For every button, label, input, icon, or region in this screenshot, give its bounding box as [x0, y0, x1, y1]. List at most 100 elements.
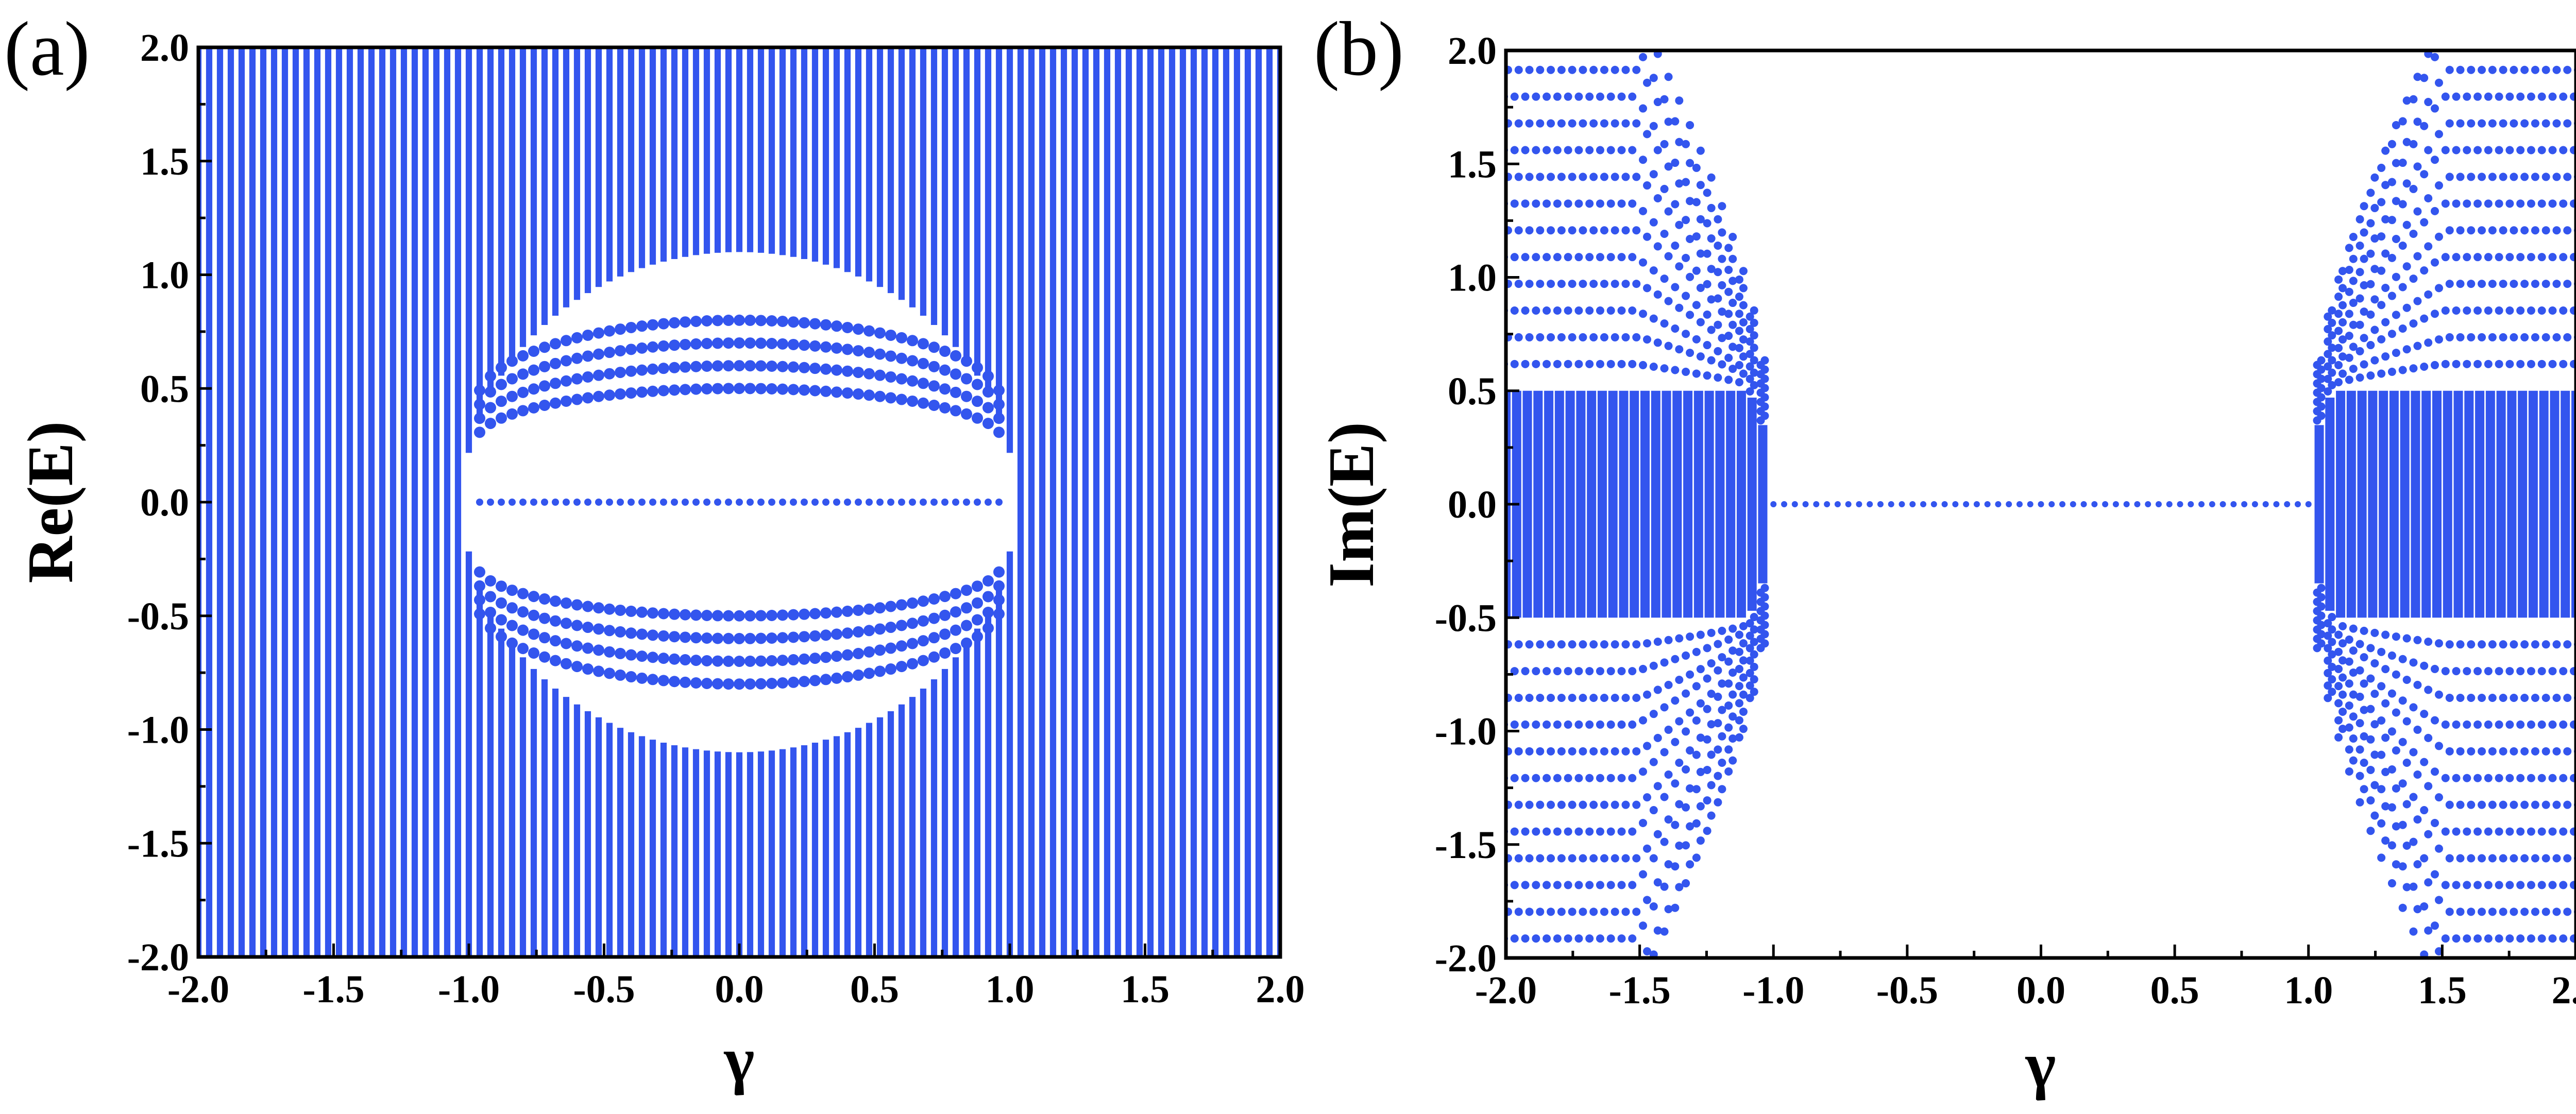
- eigen-point: [1536, 693, 1545, 702]
- eigen-point: [961, 620, 972, 631]
- eigen-column-lower: [833, 736, 840, 957]
- x-tick-label: -1.5: [1608, 969, 1670, 1012]
- eigen-point: [2387, 689, 2396, 698]
- eigen-point: [1660, 748, 1669, 757]
- eigen-point: [2402, 717, 2411, 726]
- eigen-point: [1628, 934, 1637, 943]
- eigen-point: [2527, 934, 2535, 943]
- eigen-point: [2452, 934, 2461, 943]
- eigen-point: [582, 392, 594, 404]
- panel-a-x-tick-labels: -2.0 -1.5 -1.0 -0.5 0.0 0.5 1.0 1.5 2.0: [167, 968, 1305, 1011]
- eigen-point: [2349, 624, 2358, 633]
- eigen-point: [2424, 733, 2433, 742]
- eigen-point: [1525, 119, 1534, 128]
- eigen-point: [1514, 800, 1523, 809]
- eigen-point: [2559, 827, 2568, 836]
- eigen-point: [1739, 725, 1748, 733]
- eigen-point: [2537, 774, 2546, 782]
- eigen-point: [1564, 253, 1572, 262]
- eigen-point: [2328, 688, 2336, 696]
- eigen-column-lower: [736, 752, 743, 957]
- eigen-point: [842, 671, 853, 683]
- eigen-column: [2550, 390, 2560, 618]
- eigen-point: [571, 373, 583, 385]
- eigen-point: [734, 314, 745, 326]
- eigen-point: [1511, 39, 1519, 47]
- eigen-point: [1639, 767, 1648, 776]
- eigen-point: [2488, 961, 2497, 969]
- eigen-point: [2541, 226, 2550, 235]
- eigen-point: [820, 607, 832, 619]
- eigen-point: [2398, 324, 2407, 333]
- eigen-point: [853, 388, 864, 400]
- eigen-point: [831, 628, 842, 640]
- eigen-point: [2355, 719, 2364, 728]
- eigen-point: [1596, 934, 1604, 943]
- eigen-point-zero: [930, 499, 938, 506]
- eigen-point: [1639, 870, 1648, 879]
- eigen-point: [2324, 362, 2332, 371]
- eigen-point: [2473, 39, 2482, 47]
- eigen-point: [1703, 341, 1711, 350]
- eigen-point: [1718, 202, 1726, 211]
- eigen-point: [2495, 306, 2503, 315]
- eigen-point: [2345, 657, 2353, 666]
- eigen-point: [2552, 640, 2561, 649]
- eigen-point: [1525, 65, 1534, 74]
- eigen-point: [1611, 280, 1619, 288]
- eigen-point: [2484, 774, 2493, 782]
- eigen-point: [1728, 756, 1737, 765]
- eigen-point-zero: [2209, 501, 2215, 507]
- eigen-point: [2484, 146, 2493, 155]
- eigen-point: [2402, 634, 2411, 643]
- eigen-point: [1600, 640, 1608, 649]
- y-tick-label: 1.5: [140, 140, 189, 183]
- eigen-point-zero: [736, 499, 743, 506]
- eigen-column-upper: [876, 47, 884, 287]
- eigen-point: [1664, 252, 1673, 261]
- eigen-point: [2381, 699, 2390, 708]
- eigen-point: [1557, 854, 1566, 863]
- eigen-point: [1664, 680, 1673, 689]
- x-tick-label: 1.0: [2284, 969, 2333, 1012]
- eigen-point-zero: [2251, 501, 2258, 507]
- eigen-point: [2510, 12, 2518, 21]
- eigen-point: [1750, 306, 1758, 315]
- eigen-point: [2473, 146, 2482, 155]
- eigen-column: [2528, 390, 2538, 618]
- eigen-point: [2542, 961, 2550, 969]
- eigen-column: [1662, 390, 1671, 618]
- eigen-point-zero: [476, 499, 483, 506]
- eigen-column-upper: [519, 47, 527, 347]
- eigen-point: [2499, 961, 2507, 969]
- eigen-point: [550, 595, 561, 607]
- eigen-point: [1611, 226, 1619, 235]
- eigen-point-zero: [2145, 501, 2151, 507]
- eigen-point: [658, 318, 669, 330]
- eigen-column-upper: [628, 47, 635, 272]
- eigen-point: [853, 367, 864, 379]
- eigen-point: [863, 667, 875, 679]
- eigen-point: [2563, 333, 2572, 341]
- eigen-point: [1568, 226, 1577, 235]
- eigen-point: [820, 629, 832, 641]
- eigen-point: [1553, 92, 1562, 101]
- eigen-point: [1739, 284, 1748, 293]
- eigen-point: [593, 665, 604, 677]
- eigen-point: [1585, 934, 1594, 943]
- eigen-column: [1522, 390, 1532, 618]
- y-tick-label: -1.0: [127, 709, 189, 752]
- eigen-point: [1543, 827, 1551, 836]
- eigen-point: [1728, 646, 1737, 655]
- eigen-point: [2548, 253, 2557, 262]
- eigen-point: [1611, 12, 1619, 21]
- eigen-point: [1739, 673, 1748, 682]
- eigen-point: [485, 418, 496, 430]
- eigen-column: [260, 47, 267, 957]
- eigen-point: [1671, 200, 1680, 209]
- eigen-point: [2467, 333, 2476, 341]
- eigen-point: [928, 341, 940, 353]
- eigen-point: [1728, 712, 1737, 721]
- eigen-point-zero: [876, 499, 884, 506]
- eigen-point: [2355, 268, 2364, 277]
